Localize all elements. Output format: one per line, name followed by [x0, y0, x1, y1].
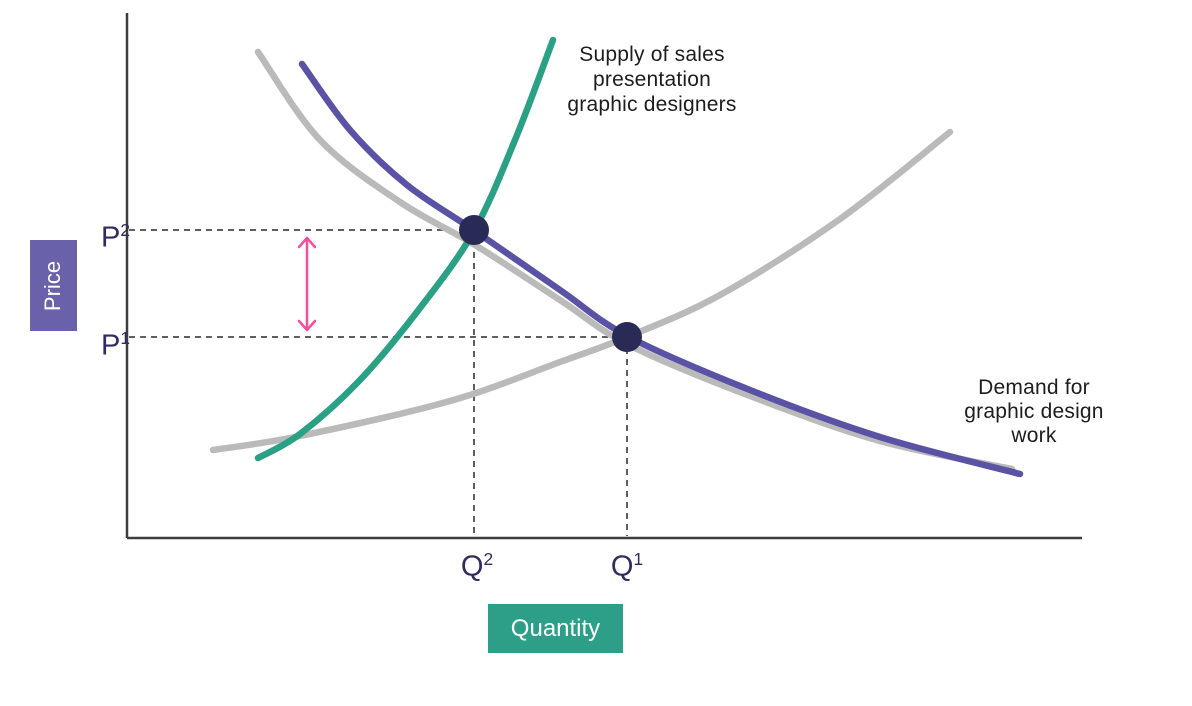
equilibrium-dot-q2 [459, 215, 489, 245]
price-axis-box: Price [30, 240, 77, 331]
supply-curve-label-line2: presentation [593, 68, 711, 91]
original-demand-curve [254, 48, 1016, 473]
equilibrium-dot-q1 [612, 322, 642, 352]
demand-curve-label-line2: graphic design [964, 400, 1104, 423]
price-gap-arrowhead-down [297, 319, 317, 332]
price-p1-label: P1 [100, 328, 130, 362]
quantity-axis-box: Quantity [488, 604, 623, 653]
quantity-q1-label: Q1 [610, 549, 644, 583]
demand-curve-label-line1: Demand for [978, 376, 1090, 399]
demand-curve [298, 60, 1024, 478]
original-supply-curve [209, 128, 954, 454]
supply-curve [254, 36, 557, 462]
demand-curve-label-line3: work [1011, 424, 1057, 447]
supply-curve-label-line3: graphic designers [567, 93, 737, 116]
quantity-q2-label: Q2 [460, 549, 494, 583]
price-gap-arrowhead-up [297, 236, 317, 249]
price-p2-label: P2 [100, 220, 130, 254]
quantity-axis-label: Quantity [510, 614, 601, 642]
demand-curve-label: Demand for graphic design work [929, 376, 1139, 448]
supply-curve-label: Supply of sales presentation graphic des… [540, 42, 764, 117]
price-axis-label: Price [40, 260, 66, 311]
supply-curve-label-line1: Supply of sales [579, 43, 725, 66]
